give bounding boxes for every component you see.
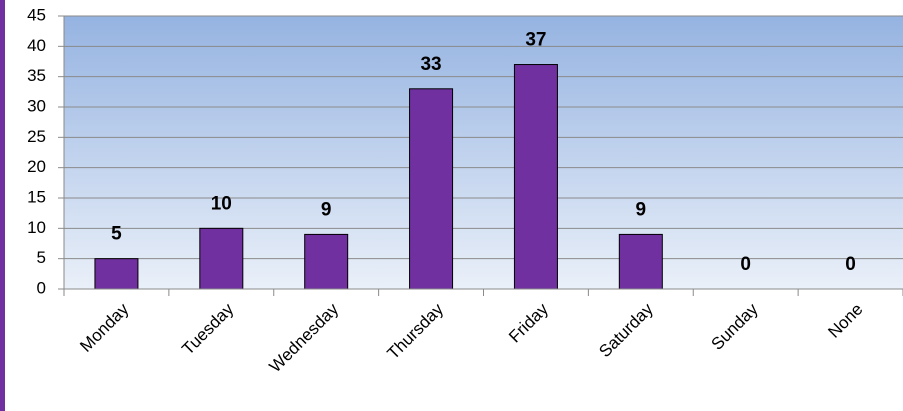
- x-tick-label: Sunday: [707, 299, 762, 354]
- y-tick-label: 15: [27, 187, 46, 206]
- y-tick-label: 30: [27, 96, 46, 115]
- x-tick-label: Tuesday: [178, 299, 237, 358]
- x-tick-label: Friday: [505, 299, 552, 346]
- bar: [618, 233, 663, 290]
- y-tick-label: 5: [37, 248, 46, 267]
- bar: [304, 233, 349, 290]
- y-tick-label: 45: [27, 5, 46, 24]
- y-tick-label: 20: [27, 157, 46, 176]
- y-tick-label: 0: [37, 278, 46, 297]
- plot-area: [64, 16, 903, 289]
- data-label: 9: [636, 199, 647, 220]
- bar: [409, 88, 454, 290]
- y-tick-label: 35: [27, 66, 46, 85]
- x-tick-label: Thursday: [384, 299, 448, 363]
- data-label: 0: [845, 254, 856, 275]
- data-label: 5: [111, 224, 122, 245]
- data-label: 9: [321, 199, 332, 220]
- x-tick-label: Monday: [76, 299, 133, 356]
- data-label: 33: [420, 54, 441, 75]
- left-border: [0, 0, 5, 411]
- y-tick-label: 25: [27, 127, 46, 146]
- bar: [199, 227, 244, 290]
- data-label: 10: [211, 193, 232, 214]
- data-label: 0: [740, 254, 751, 275]
- y-tick-label: 10: [27, 218, 46, 237]
- bar: [513, 64, 558, 290]
- y-tick-label: 40: [27, 36, 46, 55]
- x-tick-label: None: [824, 300, 866, 342]
- bar: [94, 258, 139, 290]
- data-label: 37: [525, 30, 546, 51]
- x-tick-label: Saturday: [595, 299, 657, 361]
- x-tick-label: Wednesday: [265, 299, 342, 376]
